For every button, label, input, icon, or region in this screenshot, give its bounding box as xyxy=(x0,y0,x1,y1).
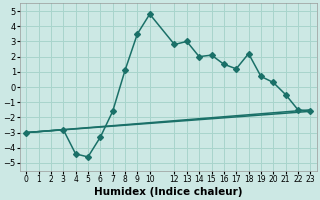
X-axis label: Humidex (Indice chaleur): Humidex (Indice chaleur) xyxy=(94,187,243,197)
